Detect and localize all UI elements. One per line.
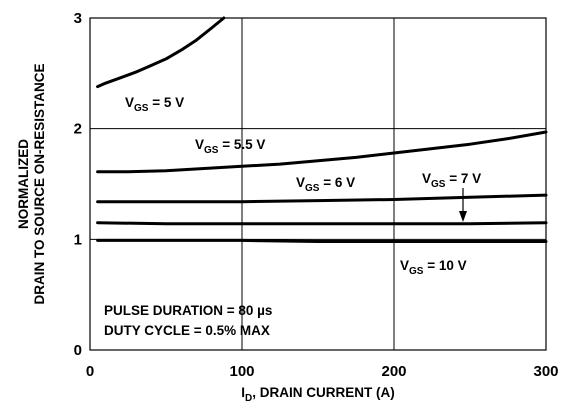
y-axis-label: NORMALIZED DRAIN TO SOURCE ON-RESISTANCE [16,63,47,304]
y-tick-label: 3 [74,10,82,27]
label-vgs-7: VGS = 7 V [422,171,481,190]
series-line-vgs-6-v [96,193,548,204]
y-axis-label-line2: DRAIN TO SOURCE ON-RESISTANCE [32,63,47,304]
curves [96,16,548,243]
series-line-vgs-7-v [96,221,548,226]
label-vgs-10: VGS = 10 V [400,258,467,277]
x-tick-label: 100 [229,363,254,380]
x-axis-label: ID, DRAIN CURRENT (A) [241,385,395,404]
tick-labels: 0 100 200 300 0 1 2 3 [74,10,559,380]
x-tick-label: 300 [533,363,558,380]
y-tick-label: 2 [74,121,82,138]
annotation-pulse-duration: PULSE DURATION = 80 µs [104,303,272,318]
x-tick-label: 200 [381,363,406,380]
vgs-7-arrow [459,188,467,222]
y-tick-label: 0 [74,342,82,359]
y-axis-label-line1: NORMALIZED [16,139,31,229]
y-tick-label: 1 [74,231,82,248]
series-line-vgs-10-v [96,238,548,243]
label-vgs-5-5: VGS = 5.5 V [195,137,265,156]
x-tick-label: 0 [86,363,94,380]
plot-frame [89,17,547,351]
label-vgs-6: VGS = 6 V [296,175,355,194]
series-line-vgs-5-5-v [96,130,548,174]
series-line-vgs-5-v [96,16,226,89]
label-vgs-5: VGS = 5 V [125,95,184,114]
annotation-duty-cycle: DUTY CYCLE = 0.5% MAX [104,323,270,338]
